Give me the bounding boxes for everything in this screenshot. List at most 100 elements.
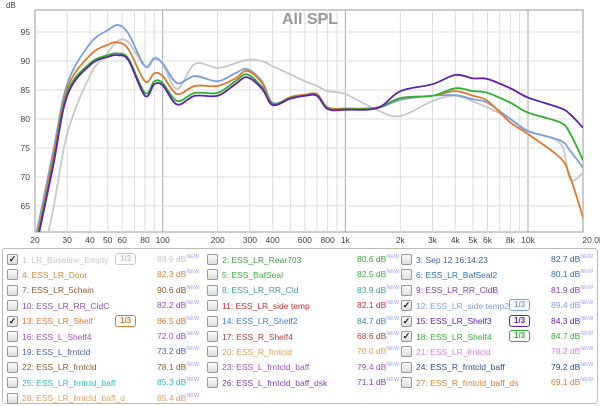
- smoothing-badge[interactable]: 1/3: [115, 253, 137, 265]
- new-tag: NEW: [186, 315, 200, 322]
- legend-item: 26: ESS_L_frntcld_baff_dsk 71.1 dBNEW: [207, 375, 402, 390]
- legend-item-label: 13: ESS_LR_Shelf: [22, 316, 93, 327]
- new-tag: NEW: [186, 346, 200, 353]
- visibility-checkbox[interactable]: [401, 269, 412, 281]
- y-tick-label: 80: [21, 114, 31, 124]
- visibility-checkbox[interactable]: [7, 346, 18, 358]
- new-tag: NEW: [386, 300, 400, 307]
- legend-item-value: 80.6 dBNEW: [357, 254, 399, 264]
- visibility-checkbox[interactable]: [207, 284, 218, 296]
- visibility-checkbox[interactable]: [401, 254, 412, 265]
- spl-value: 79.2 dB: [551, 361, 581, 372]
- y-tick-label: 75: [21, 143, 31, 153]
- visibility-checkbox[interactable]: [207, 254, 218, 265]
- visibility-checkbox[interactable]: [401, 361, 412, 373]
- spl-value: 68.6 dB: [357, 331, 387, 341]
- legend-item-label: 20: ESS_R_frntcld: [222, 346, 292, 357]
- legend-item-label: 9: ESS_LR_RR_CldB: [416, 285, 499, 296]
- smoothing-badge[interactable]: 1/3: [509, 314, 531, 327]
- legend-item: 23: ESS_L_frntcld_baff 79.4 dBNEW: [207, 360, 402, 375]
- spl-value: 71.1 dB: [357, 377, 387, 388]
- x-tick-label: 800: [321, 235, 335, 245]
- legend-item: 8: ESS_LR_RR_Cld 83.9 dBNEW: [207, 283, 402, 298]
- visibility-checkbox[interactable]: [7, 300, 18, 312]
- legend-item: 22: ESS_LR_frntcld 78.1 dBNEW: [7, 360, 202, 375]
- visibility-checkbox[interactable]: [207, 377, 218, 389]
- legend-item: 3: Sep 12 16:14:23 82.7 dBNEW: [401, 252, 596, 267]
- series-line: [37, 52, 583, 232]
- legend-item: ✓ 13: ESS_LR_Shelf 1/3 86.5 dBNEW: [7, 314, 202, 329]
- legend-panel: ✓ 1: LR_Baseline_Empty 1/3 88.9 dBNEW 4: ESS…: [2, 248, 598, 404]
- legend-item-value: 82.2 dBNEW: [157, 300, 199, 310]
- new-tag: NEW: [386, 331, 400, 338]
- legend-item-value: 82.5 dBNEW: [357, 269, 399, 279]
- x-tick-label: 8k: [506, 235, 516, 245]
- legend-item-value: 82.3 dBNEW: [157, 269, 199, 279]
- visibility-checkbox[interactable]: [7, 331, 18, 342]
- legend-item-value: 69.1 dBNEW: [551, 377, 593, 387]
- spl-value: 81.9 dB: [551, 284, 581, 295]
- new-tag: NEW: [580, 331, 594, 338]
- legend-item-label: 5: ESS_BafSeal: [222, 269, 283, 280]
- new-tag: NEW: [186, 300, 200, 307]
- visibility-checkbox[interactable]: [207, 315, 218, 327]
- visibility-checkbox[interactable]: [7, 284, 18, 296]
- visibility-checkbox[interactable]: [401, 346, 412, 358]
- legend-item-value: 81.9 dBNEW: [551, 285, 593, 295]
- visibility-checkbox[interactable]: [401, 284, 412, 296]
- visibility-checkbox[interactable]: [207, 361, 218, 373]
- smoothing-badge[interactable]: 1/3: [509, 330, 531, 342]
- visibility-checkbox[interactable]: [207, 346, 218, 358]
- plot-area: [34, 9, 584, 233]
- spl-value: 70.0 dB: [357, 346, 387, 357]
- smoothing-badge[interactable]: 1/3: [509, 299, 531, 312]
- x-tick-label: 100: [156, 235, 170, 245]
- visibility-checkbox[interactable]: ✓: [401, 331, 412, 342]
- legend-item-value: 80.1 dBNEW: [551, 269, 593, 279]
- legend-item-label: 27: ESS_R_frntcld_baff_ds: [416, 377, 519, 388]
- spl-value: 85.3 dB: [157, 377, 187, 388]
- visibility-checkbox[interactable]: [207, 331, 218, 342]
- legend-item: 14: ESS_LR_Shelf2 84.7 dBNEW: [207, 314, 402, 329]
- legend-item: 20: ESS_R_frntcld 70.0 dBNEW: [207, 344, 402, 359]
- legend-item-label: 8: ESS_LR_RR_Cld: [222, 285, 299, 296]
- visibility-checkbox[interactable]: ✓: [401, 300, 412, 312]
- spl-value: 82.7 dB: [551, 254, 581, 264]
- visibility-checkbox[interactable]: ✓: [7, 254, 18, 265]
- new-tag: NEW: [580, 254, 594, 261]
- spl-value: 80.6 dB: [357, 254, 387, 264]
- smoothing-badge[interactable]: 1/3: [115, 314, 137, 327]
- y-axis-label: dB: [6, 1, 16, 10]
- visibility-checkbox[interactable]: [401, 377, 412, 389]
- visibility-checkbox[interactable]: [7, 377, 18, 389]
- new-tag: NEW: [186, 361, 200, 368]
- new-tag: NEW: [580, 300, 594, 307]
- x-tick-label: 20: [30, 235, 40, 245]
- visibility-checkbox[interactable]: ✓: [401, 315, 412, 327]
- visibility-checkbox[interactable]: [207, 300, 218, 312]
- legend-item-value: 68.6 dBNEW: [357, 331, 399, 341]
- x-tick-label: 20.0kHz: [582, 235, 600, 245]
- legend-item-label: 2: ESS_LR_Rear703: [222, 254, 302, 265]
- series-line: [35, 24, 583, 232]
- spl-value: 84.7 dB: [551, 331, 581, 341]
- legend-item-value: 89.4 dBNEW: [551, 300, 593, 310]
- legend-item-value: 70.0 dBNEW: [357, 346, 399, 356]
- visibility-checkbox[interactable]: ✓: [7, 315, 18, 327]
- visibility-checkbox[interactable]: [7, 361, 18, 373]
- spl-value: 78.1 dB: [157, 361, 187, 372]
- visibility-checkbox[interactable]: [7, 392, 18, 404]
- spl-value: 90.6 dB: [157, 284, 187, 295]
- legend-item-label: 26: ESS_L_frntcld_baff_dsk: [222, 377, 328, 388]
- legend-item-label: 21: ESS_LR_frntcld: [416, 346, 491, 357]
- spl-value: 80.1 dB: [551, 269, 581, 280]
- visibility-checkbox[interactable]: [207, 269, 218, 281]
- y-tick-label: 65: [21, 201, 31, 211]
- series-line: [38, 54, 583, 232]
- legend-item: 6: ESS_LR_BafSeal2 80.1 dBNEW: [401, 267, 596, 282]
- spl-value: 85.4 dB: [157, 392, 187, 403]
- legend-item-value: 82.7 dBNEW: [551, 254, 593, 264]
- visibility-checkbox[interactable]: [7, 269, 18, 281]
- x-tick-label: 1k: [341, 235, 351, 245]
- legend-item: 10: ESS_LR_RR_CldC 82.2 dBNEW: [7, 298, 202, 313]
